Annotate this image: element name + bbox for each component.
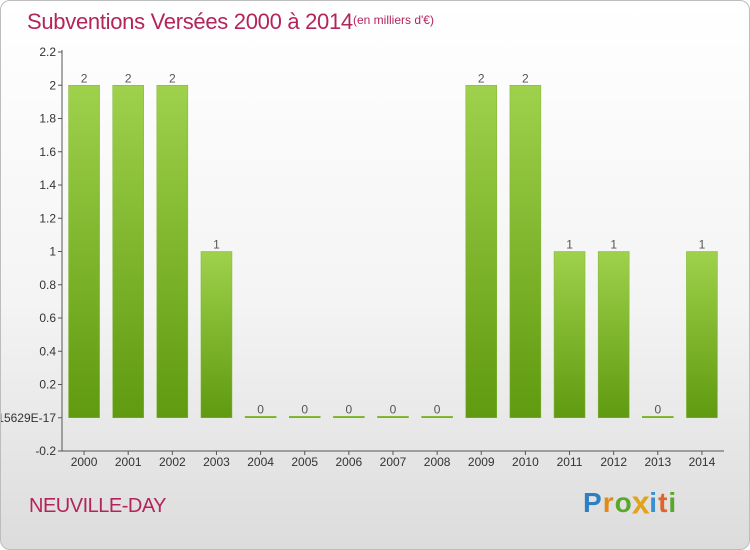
logo-letter: x (631, 484, 651, 521)
chart-unit: (en milliers d'€) (353, 13, 434, 27)
data-label-2014: 1 (699, 238, 706, 252)
data-label-2005: 0 (301, 402, 308, 416)
bar-2002 (156, 85, 189, 418)
x-tick-label: 2014 (689, 455, 716, 469)
bar-2006 (333, 416, 365, 418)
data-label-2012: 1 (610, 238, 617, 252)
bar-2001 (112, 85, 144, 418)
bar-2013 (642, 416, 674, 418)
proxiti-logo[interactable]: Proxiti (583, 484, 678, 521)
bar-2007 (377, 416, 409, 418)
bar-2004 (244, 416, 277, 418)
y-tick-label: 2.2 (39, 45, 56, 59)
data-label-2001: 2 (125, 71, 132, 85)
logo-letter: t (658, 487, 669, 518)
x-tick-label: 2000 (71, 455, 98, 469)
y-tick-label: 0.6 (39, 311, 56, 325)
data-label-2003: 1 (213, 238, 220, 252)
bar-2012 (597, 251, 630, 418)
x-tick-label: 2007 (380, 455, 407, 469)
y-tick-label: 1 (49, 245, 56, 259)
x-tick-label: 2003 (203, 455, 230, 469)
x-tick-label: 2013 (644, 455, 671, 469)
logo-letter: r (602, 487, 615, 518)
logo-letter: o (614, 487, 633, 518)
y-tick-label: 0.8 (39, 278, 56, 292)
y-tick-label: 0.2 (39, 378, 56, 392)
data-label-2009: 2 (478, 71, 485, 85)
data-label-2002: 2 (169, 71, 176, 85)
y-tick-label: -1.15629E-17 (1, 411, 56, 425)
data-label-2010: 2 (522, 71, 529, 85)
data-label-2000: 2 (81, 71, 88, 85)
bar-2008 (421, 416, 453, 418)
town-name: NEUVILLE-DAY (29, 495, 167, 517)
x-tick-label: 2011 (557, 455, 583, 469)
bar-2003 (200, 251, 233, 418)
y-tick-label: 1.2 (39, 211, 56, 225)
x-tick-label: 2012 (600, 455, 627, 469)
data-label-2007: 0 (390, 402, 397, 416)
y-tick-label: 0.4 (39, 344, 56, 358)
bar-2010 (509, 85, 542, 418)
y-tick-label: 2 (49, 78, 56, 92)
logo-letter: P (583, 487, 603, 518)
data-label-2013: 0 (654, 402, 661, 416)
x-tick-label: 2006 (336, 455, 363, 469)
x-tick-label: 2008 (424, 455, 451, 469)
data-label-2004: 0 (257, 402, 264, 416)
x-tick-label: 2005 (291, 455, 318, 469)
y-tick-label: 1.4 (39, 178, 56, 192)
logo-letter: i (649, 487, 659, 518)
x-tick-label: 2001 (115, 455, 142, 469)
logo-letter: i (668, 487, 678, 518)
y-tick-label: 1.6 (39, 145, 56, 159)
data-label-2006: 0 (346, 402, 353, 416)
x-tick-label: 2004 (247, 455, 274, 469)
chart-title: Subventions Versées 2000 à 2014 (27, 9, 353, 34)
x-tick-label: 2002 (159, 455, 186, 469)
bar-2000 (68, 85, 100, 418)
bar-2005 (288, 416, 321, 418)
data-label-2008: 0 (434, 402, 441, 416)
x-tick-label: 2009 (468, 455, 495, 469)
bar-2009 (465, 85, 498, 418)
bar-2011 (553, 251, 586, 418)
bar-2014 (686, 251, 718, 418)
y-tick-label: 1.8 (39, 112, 56, 126)
y-tick-label: -0.2 (35, 444, 56, 458)
data-label-2011: 1 (566, 238, 573, 252)
x-tick-label: 2010 (512, 455, 539, 469)
